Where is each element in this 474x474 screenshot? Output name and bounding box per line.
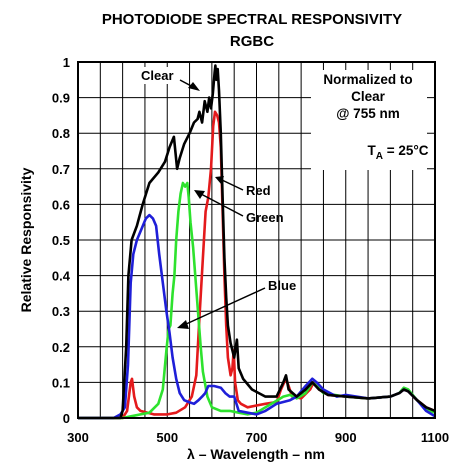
y-tick-label: 0.9 [52, 91, 70, 106]
chart-title: PHOTODIODE SPECTRAL RESPONSIVITY [102, 11, 402, 28]
y-tick-label: 0.5 [52, 233, 70, 248]
x-axis-label: λ – Wavelength – nm [187, 446, 325, 462]
red-pointer-line [221, 179, 244, 191]
green-pointer-arrowhead [194, 190, 205, 199]
x-tick-label: 700 [246, 430, 268, 445]
y-tick-label: 0.4 [52, 269, 71, 284]
y-tick-label: 0 [63, 411, 70, 426]
x-tick-labels: 300 500 700 900 1100 [67, 430, 449, 445]
red-pointer-arrowhead [215, 176, 224, 184]
y-tick-label: 0.8 [52, 126, 70, 141]
green-series-label: Green [246, 210, 284, 225]
normalized-note-line1: Normalized to [323, 72, 412, 87]
temperature-symbol: T [367, 143, 376, 158]
normalized-note-line2: Clear [351, 89, 386, 104]
y-tick-label: 0.7 [52, 162, 70, 177]
blue-pointer-arrowhead [177, 320, 189, 329]
clear-pointer-arrowhead [188, 82, 200, 91]
temperature-subscript: A [376, 151, 383, 162]
y-tick-label: 1 [63, 55, 70, 70]
plot-frame [77, 61, 436, 419]
y-tick-label: 0.3 [52, 304, 70, 319]
y-tick-label: 0.1 [52, 375, 70, 390]
x-tick-label: 300 [67, 430, 89, 445]
blue-pointer-line [183, 287, 266, 326]
series-layer [78, 64, 436, 420]
green-pointer-line [200, 193, 244, 217]
series-line-clear [78, 64, 436, 420]
y-tick-labels: 0 0.1 0.2 0.3 0.4 0.5 0.6 0.7 0.8 0.9 1 [52, 55, 71, 426]
temperature-value: = 25°C [383, 143, 429, 158]
y-axis-label: Relative Responsivity [18, 167, 34, 312]
x-tick-label: 1100 [421, 430, 449, 445]
note-backdrop [311, 70, 427, 170]
y-tick-label: 0.2 [52, 340, 70, 355]
temperature-note: TA = 25°C [367, 143, 428, 162]
blue-series-label: Blue [268, 278, 296, 293]
chart-subtitle: RGBC [230, 33, 274, 50]
y-tick-label: 0.6 [52, 197, 70, 212]
red-series-label: Red [246, 183, 271, 198]
clear-series-label: Clear [141, 68, 174, 83]
clear-label-backdrop [140, 67, 178, 84]
x-tick-label: 900 [335, 430, 357, 445]
normalized-note-line3: @ 755 nm [336, 106, 399, 121]
x-tick-label: 500 [156, 430, 178, 445]
